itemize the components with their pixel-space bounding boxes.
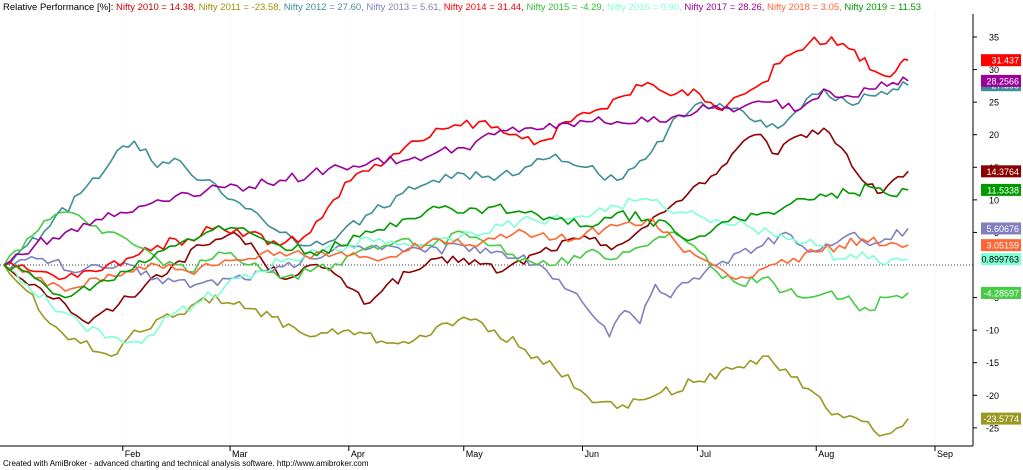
x-tick-label: Feb [125, 449, 141, 459]
series-line [3, 76, 909, 266]
x-tick-label: Sep [937, 449, 953, 459]
value-label: -4.28597 [981, 286, 1021, 299]
series-line [3, 264, 909, 437]
y-tick-label: -20 [986, 391, 999, 401]
value-label-text: 28.2566 [986, 76, 1019, 86]
series-line [3, 36, 909, 281]
x-tick-label: Jun [585, 449, 600, 459]
value-label-text: 3.05159 [986, 241, 1019, 251]
value-label-box [981, 239, 1021, 252]
x-tick-label: Mar [232, 449, 248, 459]
header-legend: Nifty 2010 = 14.38, Nifty 2011 = -23.58,… [116, 2, 921, 13]
value-label: 0.899763 [981, 253, 1021, 266]
x-axis: Feb Mar Apr May Jun Jul Aug Sep [0, 445, 973, 459]
value-label: 11.5338 [981, 183, 1021, 196]
value-label-text: -23.5774 [983, 414, 1019, 424]
legend-item: Nifty 2013 = 5.61, [363, 2, 442, 13]
value-label-box [981, 74, 1021, 87]
series-line [3, 218, 909, 292]
legend-item: Nifty 2016 = 0.90, [604, 2, 682, 13]
footer-credit: Created with AmiBroker - advanced charti… [3, 459, 369, 468]
value-label-text: 0.899763 [981, 255, 1019, 265]
value-label-box [981, 253, 1021, 266]
y-tick-label: 25 [989, 98, 999, 108]
series-line [3, 81, 909, 266]
y-tick-label: 20 [989, 130, 999, 140]
legend-item: Nifty 2014 = 31.44, [441, 2, 524, 13]
legend-item: Nifty 2011 = -23.58, [196, 2, 282, 13]
value-label-text: 14.3764 [986, 167, 1019, 177]
value-label-box [981, 165, 1021, 178]
value-label-box [981, 222, 1021, 235]
value-label-text: 5.60676 [986, 224, 1019, 234]
x-tick-label: Aug [818, 449, 834, 459]
series-line [3, 127, 909, 325]
y-tick-label: 30 [989, 65, 999, 75]
value-label: 28.2566 [981, 74, 1021, 87]
header-prefix: Relative Performance [%]: [3, 2, 114, 13]
x-tick-label: Apr [351, 449, 365, 459]
value-label: 3.05159 [981, 239, 1021, 252]
x-tick-label: May [466, 449, 484, 459]
y-tick-label: 10 [989, 195, 999, 205]
series-lines [3, 36, 909, 437]
value-labels: 14.3764-23.577427.5985.6067631.437-4.285… [981, 54, 1021, 425]
series-line [3, 183, 909, 299]
value-label-text: 11.5338 [987, 185, 1019, 195]
value-label-box [981, 286, 1021, 299]
y-tick-label: 35 [989, 33, 999, 43]
y-axis: 3530252015105-5-10-15-20-25 [972, 14, 999, 446]
value-label: 31.437 [981, 54, 1021, 67]
legend-item: Nifty 2017 = 28.26, [681, 2, 765, 13]
x-tick-label: Jul [699, 449, 711, 459]
value-label-box [981, 412, 1021, 425]
legend-item: Nifty 2019 = 11.53 [841, 2, 922, 13]
value-label: -23.5774 [981, 412, 1021, 425]
y-tick-label: -25 [986, 423, 999, 433]
legend-item: Nifty 2018 = 3.05, [764, 2, 842, 13]
value-label: 5.60676 [981, 222, 1021, 235]
y-tick-label: -10 [986, 326, 999, 336]
series-line [3, 197, 909, 344]
legend-item: Nifty 2010 = 14.38, [116, 2, 197, 13]
value-label-text: -4.28597 [983, 288, 1019, 298]
value-label-box [981, 54, 1021, 67]
chart-header: Relative Performance [%]: Nifty 2010 = 1… [3, 2, 921, 13]
legend-item: Nifty 2015 = -4.29, [523, 2, 605, 13]
value-label: 14.3764 [981, 165, 1021, 178]
value-label-box [981, 183, 1021, 196]
y-tick-label: -15 [986, 358, 999, 368]
legend-item: Nifty 2012 = 27.60, [281, 2, 364, 13]
value-label-text: 31.437 [991, 56, 1019, 66]
